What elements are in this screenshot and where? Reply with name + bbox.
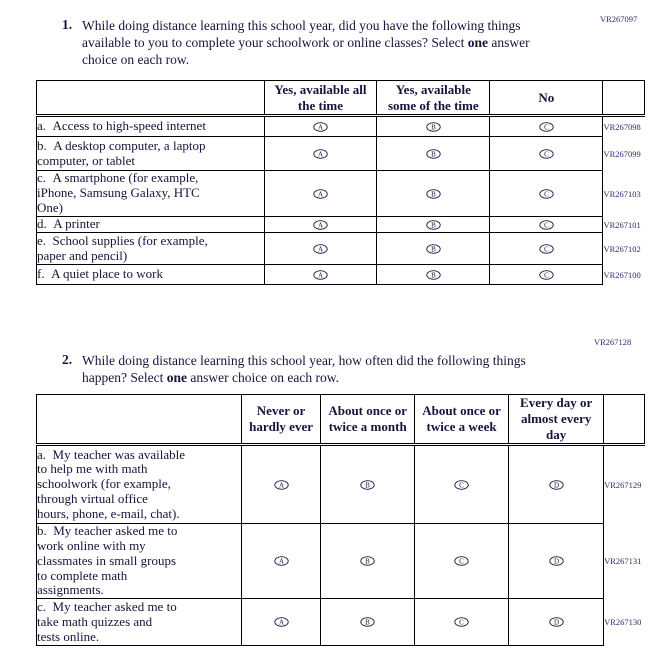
svg-text:A: A <box>279 618 284 626</box>
svg-text:B: B <box>365 557 370 565</box>
svg-text:D: D <box>554 557 559 565</box>
svg-text:B: B <box>365 481 370 489</box>
svg-text:B: B <box>431 271 436 279</box>
svg-text:D: D <box>554 481 559 489</box>
svg-text:C: C <box>544 221 549 229</box>
svg-text:A: A <box>318 190 323 198</box>
svg-text:A: A <box>318 221 323 229</box>
svg-text:B: B <box>431 190 436 198</box>
svg-text:C: C <box>459 481 464 489</box>
svg-text:A: A <box>318 123 323 131</box>
svg-text:A: A <box>318 271 323 279</box>
svg-text:C: C <box>459 557 464 565</box>
svg-text:A: A <box>279 481 284 489</box>
svg-text:C: C <box>544 190 549 198</box>
svg-text:A: A <box>318 245 323 253</box>
svg-text:A: A <box>279 557 284 565</box>
svg-text:C: C <box>544 150 549 158</box>
svg-text:A: A <box>318 150 323 158</box>
svg-text:C: C <box>544 123 549 131</box>
svg-text:C: C <box>459 618 464 626</box>
svg-text:C: C <box>544 245 549 253</box>
svg-text:B: B <box>365 618 370 626</box>
svg-text:B: B <box>431 245 436 253</box>
svg-text:B: B <box>431 221 436 229</box>
svg-text:B: B <box>431 150 436 158</box>
svg-text:D: D <box>554 618 559 626</box>
svg-text:B: B <box>431 123 436 131</box>
svg-text:C: C <box>544 271 549 279</box>
